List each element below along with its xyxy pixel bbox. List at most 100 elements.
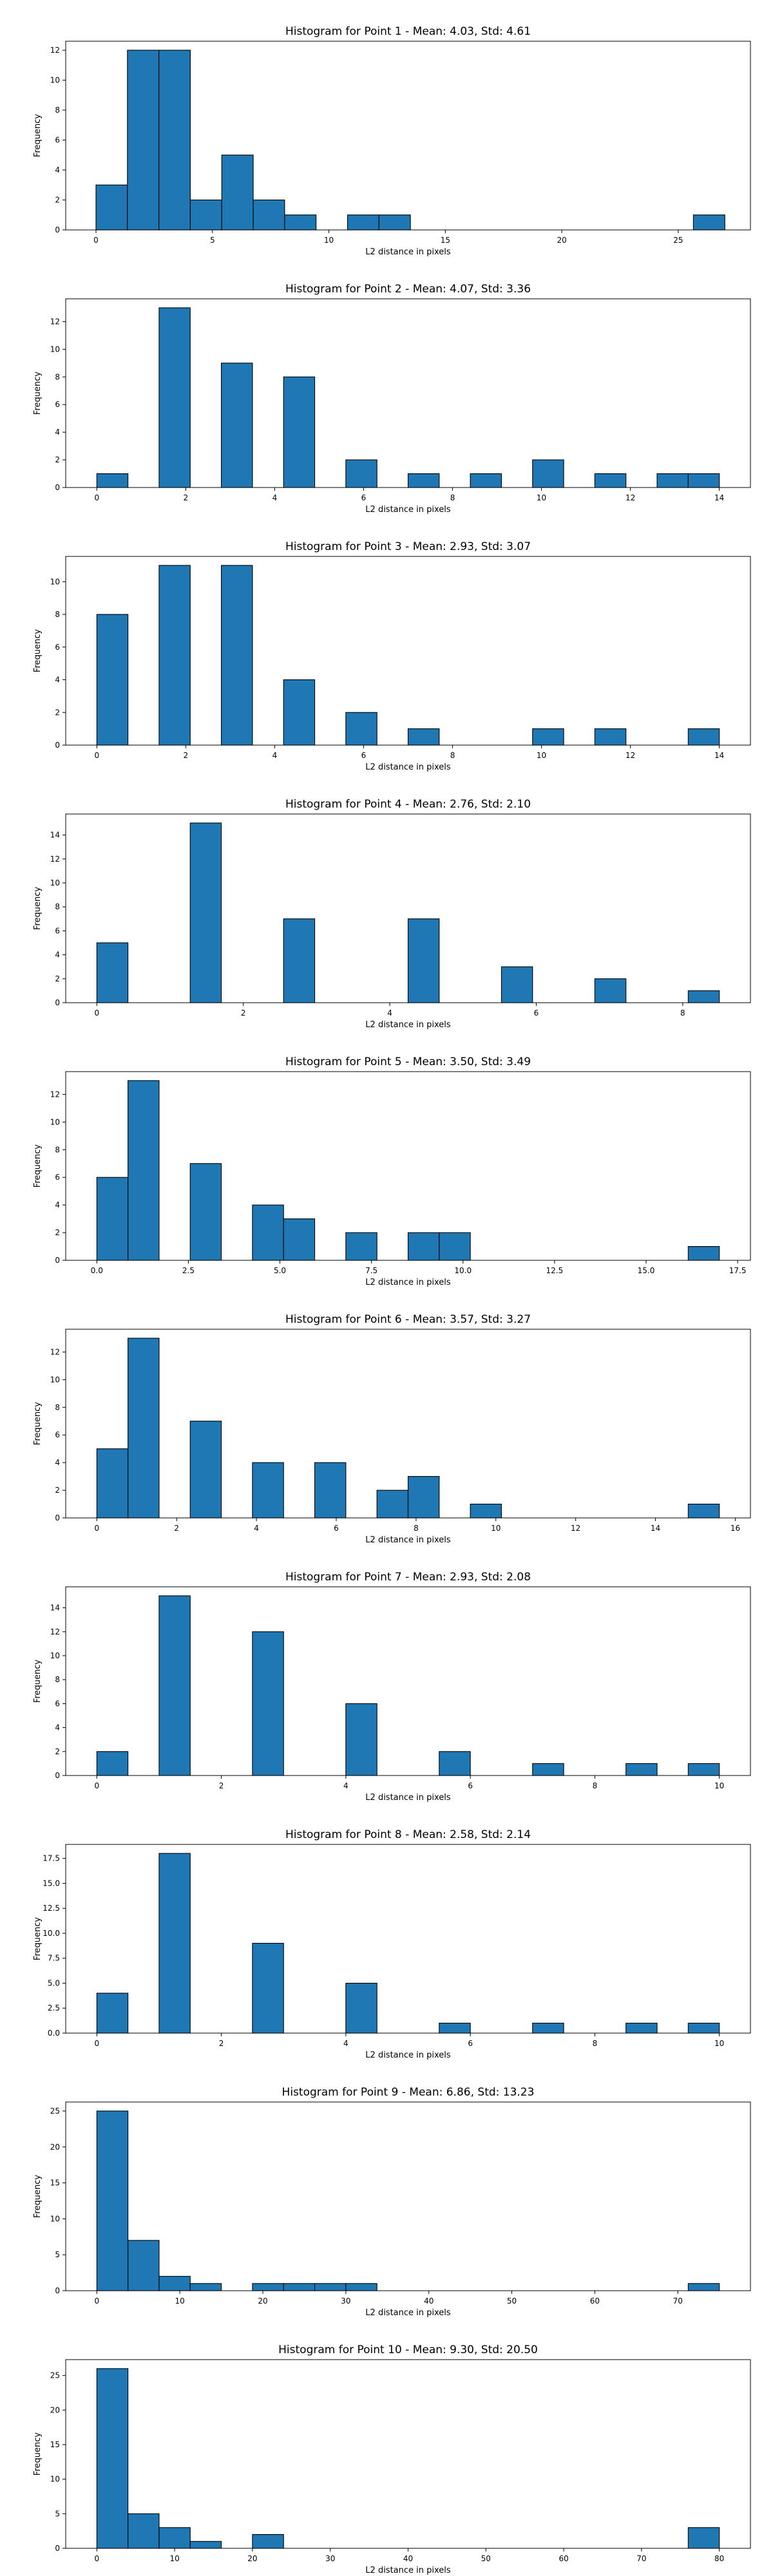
histogram-bar [656,473,689,488]
histogram-bar [687,1245,720,1261]
x-tick-label: 0 [94,493,99,502]
y-tick-label: 0 [55,1256,60,1265]
x-tick-label: 10 [491,1524,501,1533]
x-tick-label: 4 [343,1781,348,1790]
histogram-bar [532,728,564,746]
histogram-bar [189,1421,222,1519]
y-tick-label: 2 [55,195,60,204]
x-tick-label: 40 [403,2554,413,2563]
histogram-bar [253,199,285,231]
y-tick-label: 20 [50,2405,60,2414]
axes-frame [65,2101,751,2291]
x-tick-label: 6 [468,2039,473,2048]
y-axis-label: Frequency [33,1660,43,1703]
chart-title: Histogram for Point 2 - Mean: 4.07, Std:… [285,283,531,296]
axes-frame [65,1844,751,2034]
y-tick-label: 0 [55,2544,60,2553]
histogram-bar [345,1703,377,1776]
y-tick-label: 8 [55,1145,60,1154]
y-tick-label: 0.0 [48,2029,60,2038]
y-tick-label: 12.5 [43,1904,60,1913]
y-tick-label: 0 [55,1771,60,1780]
x-tick-label: 70 [673,2297,683,2306]
x-tick-label: 14 [714,493,724,502]
histogram-bar [96,1448,129,1519]
x-tick-label: 2.5 [182,1266,195,1275]
histogram-bar [96,473,129,488]
axes-frame [65,2359,751,2549]
y-tick-label: 10.0 [43,1929,60,1938]
x-tick-label: 12.5 [546,1266,564,1275]
histogram-bar [345,459,377,488]
y-tick-label: 2 [55,1747,60,1756]
histogram-bar [407,473,440,488]
x-tick-label: 4 [343,2039,348,2048]
y-tick-label: 10 [50,577,60,586]
x-tick-label: 20 [247,2554,257,2563]
y-axis-label: Frequency [33,887,43,930]
chart-title: Histogram for Point 3 - Mean: 2.93, Std:… [285,540,531,553]
y-tick-label: 10 [50,345,60,354]
x-tick-label: 0 [94,2554,99,2563]
y-tick-label: 25 [50,2107,60,2116]
x-tick-label: 4 [387,1009,392,1018]
y-tick-label: 8 [55,106,60,115]
y-axis-label: Frequency [33,114,43,157]
histogram-bar [96,942,129,1003]
x-tick-label: 25 [673,236,683,245]
chart-title: Histogram for Point 8 - Mean: 2.58, Std:… [285,1828,531,1841]
x-tick-label: 12 [625,751,635,760]
histogram-bar [158,1853,191,2034]
y-tick-label: 14 [50,831,60,840]
x-tick-label: 8 [450,751,455,760]
x-tick-label: 7.5 [365,1266,377,1275]
histogram-bar [314,2283,347,2291]
histogram-bar [687,2527,720,2549]
histogram-bar [625,2022,658,2034]
histogram-bar [128,1338,160,1519]
histogram-bar [252,1942,284,2034]
histogram-bar [687,990,720,1003]
x-tick-label: 80 [714,2554,724,2563]
histogram-bar [283,376,316,488]
x-tick-label: 12 [625,493,635,502]
histogram-6: 0 2 4 6 8 10 12 14 16 0 2 4 6 8 10 12 Histogram for Poin… [33,1313,751,1545]
x-tick-label: 50 [507,2297,517,2306]
x-tick-label: 6 [334,1524,339,1533]
histogram-bar [439,1232,471,1261]
y-tick-label: 10 [50,1651,60,1660]
axes-frame [65,1329,751,1519]
histogram-bar [501,966,533,1003]
y-tick-label: 20 [50,2143,60,2152]
x-tick-label: 20 [557,236,566,245]
histogram-bar [252,1204,284,1261]
histogram-bar [687,2283,720,2291]
x-tick-label: 17.5 [729,1266,747,1275]
axes-frame [65,556,751,746]
x-axis-label: L2 distance in pixels [365,762,451,772]
x-tick-label: 6 [468,1781,473,1790]
x-tick-label: 4 [254,1524,259,1533]
x-tick-label: 12 [571,1524,580,1533]
chart-title: Histogram for Point 1 - Mean: 4.03, Std:… [285,25,531,38]
y-tick-label: 10 [50,75,60,84]
histogram-bar [252,1631,284,1776]
y-tick-label: 10 [50,2475,60,2484]
histogram-bar [127,50,160,231]
histogram-bar [189,199,222,231]
y-axis-label: Frequency [33,629,43,672]
histogram-8: 0 2 4 6 8 10 0.0 2.5 5.0 7.5 10.0 12.5 15.0 17.5 Histo… [33,1828,751,2060]
y-axis-label: Frequency [33,2432,43,2476]
y-tick-label: 5 [55,2509,60,2518]
x-tick-label: 8 [593,1781,598,1790]
y-tick-label: 6 [55,400,60,409]
x-tick-label: 10 [537,751,546,760]
x-tick-label: 10 [175,2297,185,2306]
histogram-bar [128,2513,160,2549]
histogram-5: 0.0 2.5 5.0 7.5 10.0 12.5 15.0 17.5 0 2 4 6 8 10 12 His… [33,1056,751,1287]
y-tick-label: 0 [55,483,60,492]
histogram-bar [687,1503,720,1519]
x-axis-label: L2 distance in pixels [365,247,451,257]
histogram-bar [189,822,222,1003]
x-tick-label: 6 [534,1009,539,1018]
